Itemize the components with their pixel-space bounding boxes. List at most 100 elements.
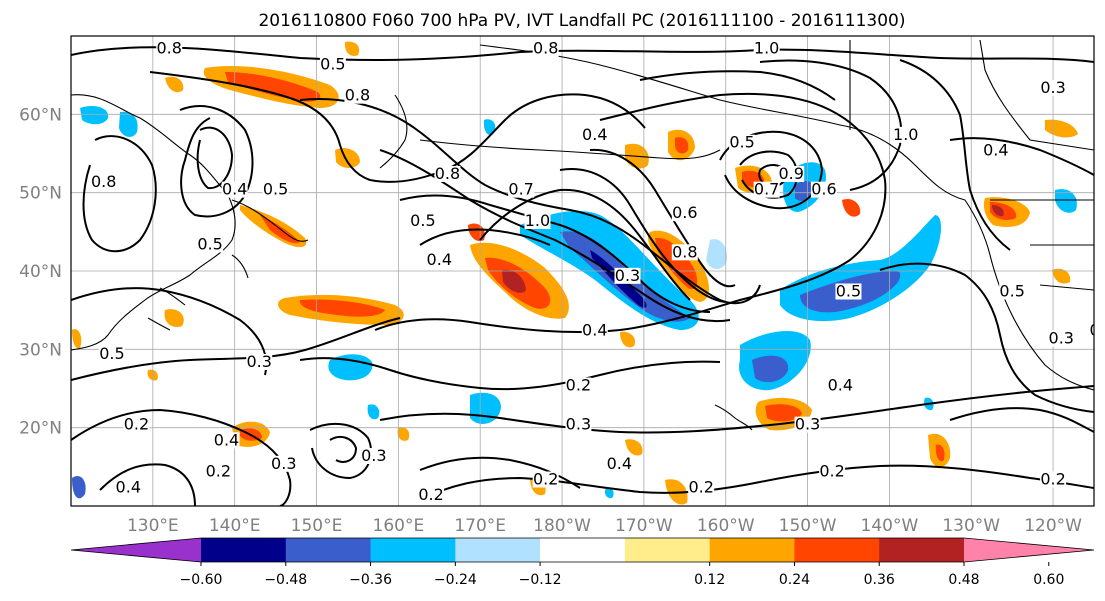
lat-tick-label: 60°N [19,105,62,125]
contour-label: 0.5 [729,133,754,152]
lon-tick-label: 180°W [533,516,591,536]
shade-neg-ne-core [795,180,814,201]
contour-label: 0.4 [222,180,247,199]
pv-contour [639,70,836,101]
contour-label: 0.7 [754,180,779,199]
contour-label: 1.0 [525,211,550,230]
shade-pos-c1 [335,148,360,168]
coast-hawaii [714,404,753,431]
pv-contour [299,98,761,305]
lon-tick-label: 150°W [779,516,837,536]
shade-pos-c8 [625,439,643,456]
contour-label-bg [221,181,248,198]
contour-label-bg [213,432,240,449]
colorbar-tick-label: 0.12 [694,572,725,588]
pv-contour [99,463,196,506]
contour-label: 0.5 [197,235,222,254]
contour-label-bg [115,479,142,496]
coastlines [71,39,1094,431]
contour-label-bg [344,87,371,104]
colorbar-segment [370,538,456,562]
pv-contour [899,59,1011,251]
contour-label-bg [532,40,559,57]
contour-label-bg [98,346,125,363]
contour-label: 0.5 [263,180,288,199]
colorbar-tick-label: 0.48 [948,572,979,588]
shade-pos-c3 [165,76,184,93]
shade-pos-c4 [344,41,360,56]
coast-us-border [990,199,1094,291]
pv-contour [399,194,711,313]
colorbar-segment [709,538,795,562]
contour-label: 0.4 [607,454,632,473]
contour-label: 0.2 [566,376,591,395]
contour-label: 0.4 [1089,321,1105,340]
pv-contour [179,105,254,218]
shade-neg-wpac2 [119,111,138,137]
lon-tick-label: 170°W [615,516,673,536]
pv-contour [949,137,1094,176]
shade-pos-jet-inner [502,269,526,293]
colorbar-segment [624,538,711,562]
pv-contour [759,59,903,191]
contour-label-bg [524,213,551,229]
colorbar-segment [201,538,287,562]
contour-label: 1.0 [893,125,918,144]
shade-pos-n-core [225,72,321,102]
contour-label-bg [434,166,461,182]
pv-contour [299,357,721,391]
colorbar-segment [879,538,965,562]
contour-label: 0.5 [99,344,124,363]
lon-tick-label: 170°E [454,516,506,536]
coast-kamchatka [379,94,408,169]
lon-tick-label: 120°W [1024,516,1082,536]
contour-label: 0.2 [819,462,844,481]
contour-label-bg [426,252,453,269]
pv-contour [71,408,292,506]
contour-label-bg [1040,79,1067,96]
plot-title: 2016110800 F060 700 hPa PV, IVT Landfall… [258,11,905,31]
contour-label-bg [409,213,436,229]
lon-tick-label: 150°E [291,516,343,536]
pv-contour [82,135,157,253]
contour-label-bg [671,205,698,222]
contour-label: 0.3 [1049,329,1074,348]
contour-label-bg [418,487,445,504]
pv-contour [71,317,401,381]
contour-label: 1.0 [754,39,779,58]
colorbar-extend-min [71,538,201,562]
map-frame [70,35,1095,507]
colorbar-tick-label: 0.60 [1033,572,1064,588]
contour-label-bg [581,322,608,339]
contour-label-bg [688,479,715,496]
coast-na-west [964,199,1094,391]
contour-label: 0.6 [811,180,836,199]
shade-neg-ec [367,404,380,420]
shade-neg-sub [706,239,728,269]
shade-pos-dip-core [655,237,698,290]
contour-label: 0.2 [533,470,558,489]
pv-contour [949,407,1094,433]
contour-label-bg [319,56,346,73]
contour-label-bg [835,283,862,300]
shade-neg-south-core [752,355,789,383]
pv-contours [71,46,1094,506]
shade-pos-c13 [72,329,82,349]
contour-label: 0.8 [533,39,558,58]
contour-label-bg [270,455,297,472]
lon-tick-label: 130°E [127,516,179,536]
lon-tick-label: 160°E [373,516,425,536]
contour-label-bg [810,181,837,198]
colorbar-segment [455,538,541,562]
shade-pos-c12 [164,309,184,328]
contour-label-bg [532,471,559,488]
shade-pos-gulf-core [675,137,689,154]
pv-contour [379,385,1094,434]
lat-tick-label: 40°N [19,262,62,282]
contour-label-bg [1048,330,1075,347]
contour-label-bg [197,236,224,253]
pv-contour [419,456,581,489]
contour-label-bg [205,463,232,480]
colorbar-tick-label: −0.24 [434,572,477,588]
contour-label: 0.2 [206,462,231,481]
